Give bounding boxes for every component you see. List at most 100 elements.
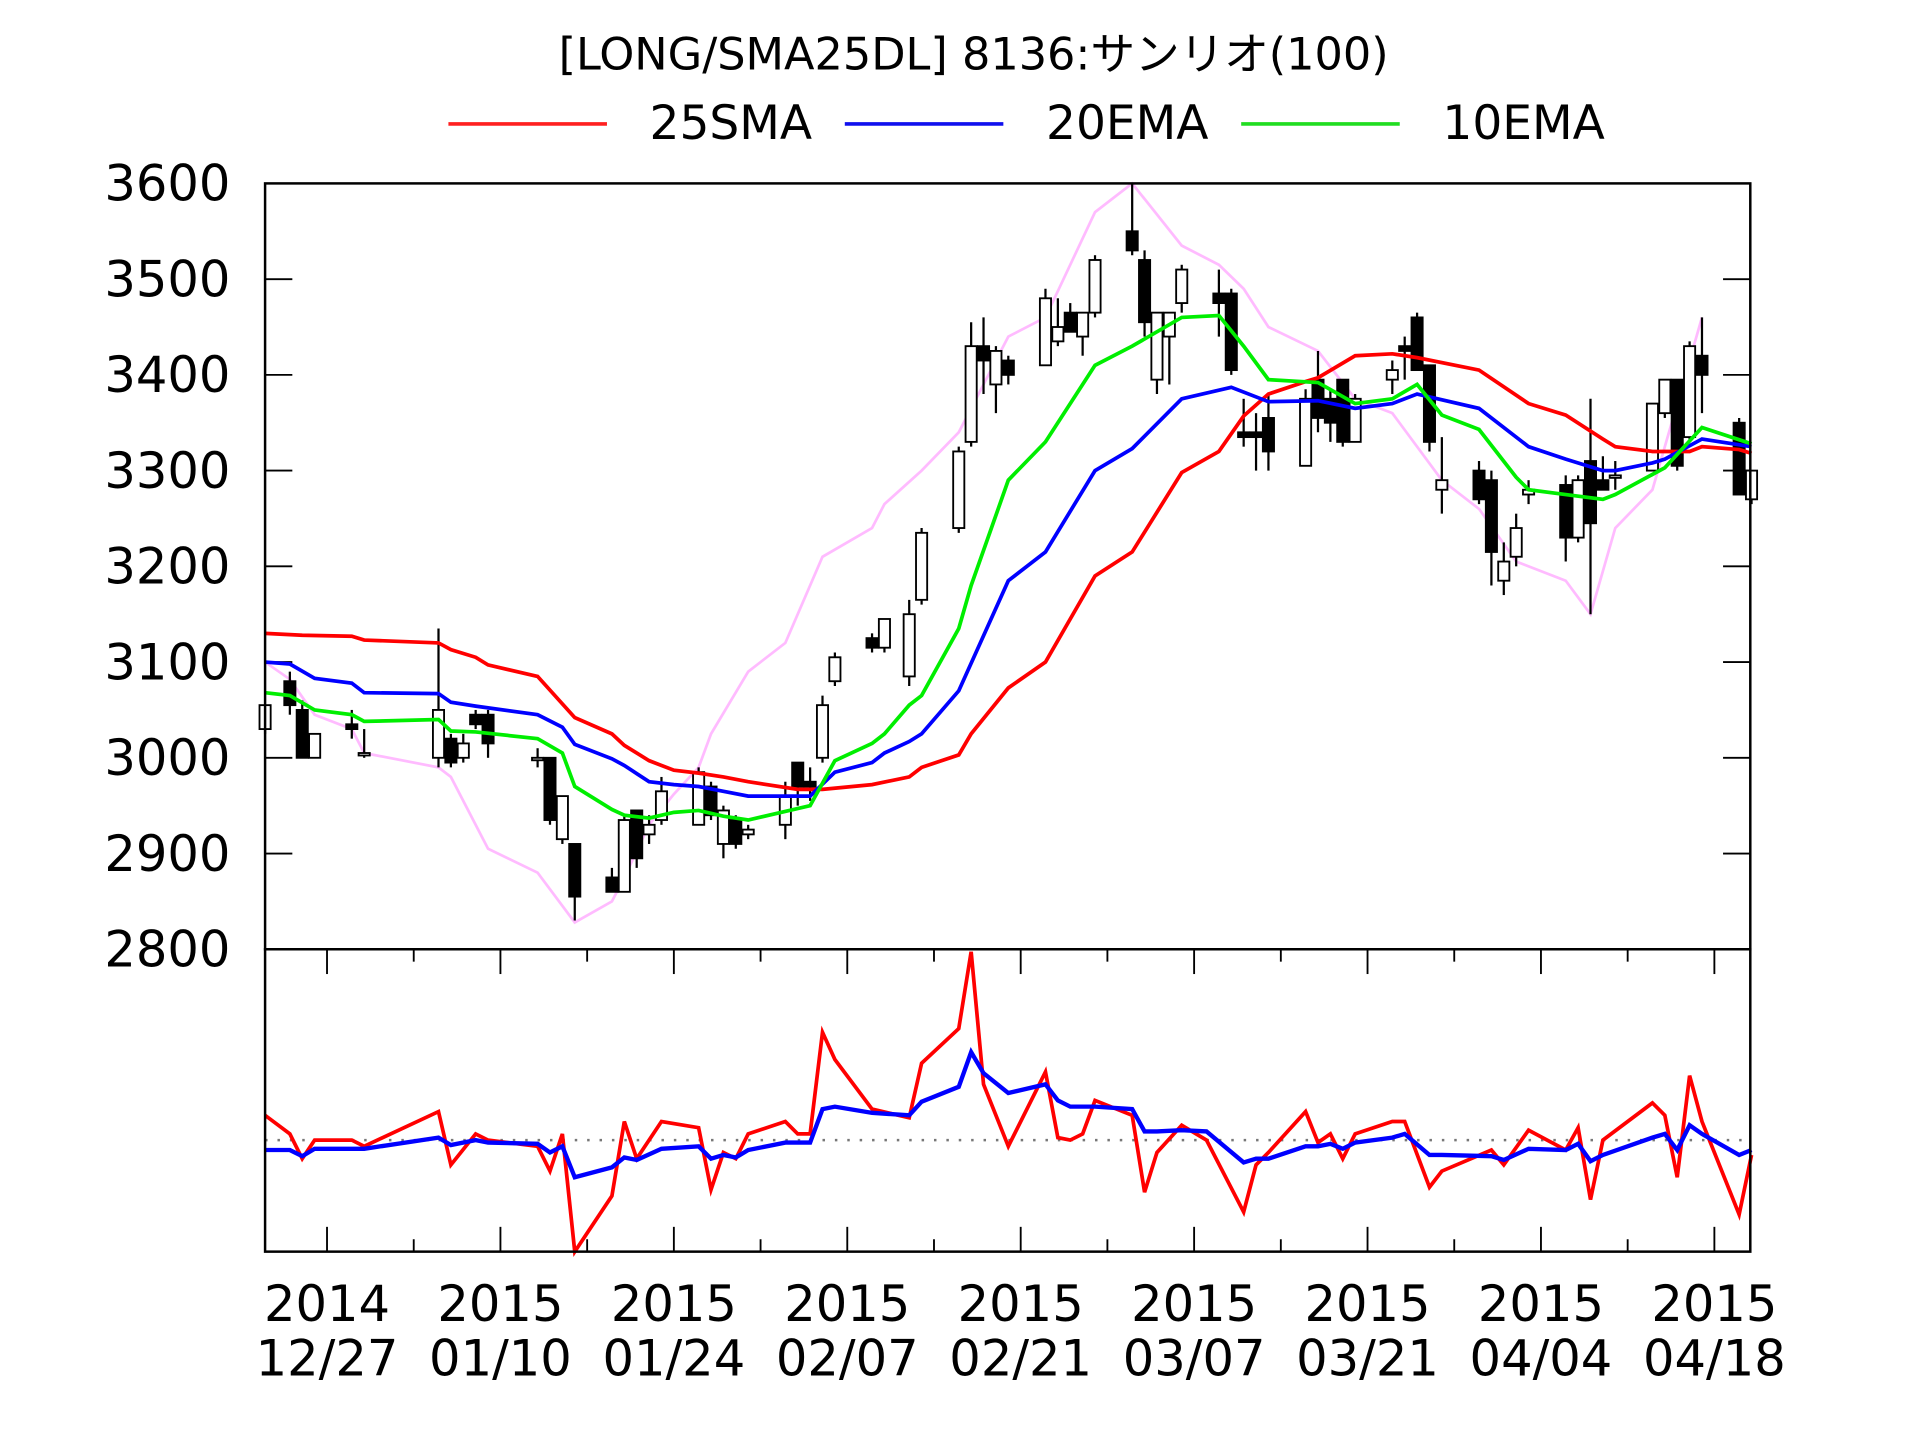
oscillator-blue-line [265,1047,1753,1180]
envelope-line [264,181,1704,925]
candle [1063,303,1077,333]
x-tick-year: 2015 [1478,1275,1604,1333]
y-tick-label: 3000 [104,729,230,787]
candle [1559,475,1573,562]
candle [1472,461,1486,505]
candle [469,709,483,730]
x-tick-year: 2015 [958,1275,1084,1333]
candle [1608,461,1622,490]
y-axis-labels: 2800 2900 3000 3100 3200 3300 3400 3500 3600 [104,155,230,979]
candle [444,733,458,768]
legend-10ema-label: 10EMA [1442,96,1604,151]
candle [295,700,309,759]
candle [1658,378,1672,418]
candle [1484,470,1498,586]
x-tick-year: 2015 [1131,1275,1257,1333]
x-tick-date: 04/04 [1470,1330,1613,1388]
candle [568,843,582,921]
candle [1001,355,1015,385]
candle [1038,288,1052,367]
sma25-line [264,351,1753,792]
candle [1323,389,1337,442]
candle [964,322,978,447]
candle [1175,264,1189,313]
candle [432,628,446,768]
candle [865,633,879,653]
x-tick-date: 12/27 [256,1330,399,1388]
y-tick-label: 3600 [104,155,230,213]
x-tick-date: 02/07 [776,1330,919,1388]
candle [1695,317,1709,414]
candle [1261,394,1275,471]
candle [1732,417,1746,496]
candle [1249,413,1263,471]
candle [605,867,619,893]
candle [1509,513,1523,567]
candle [741,824,755,840]
ema20-line [264,385,1752,798]
candle [617,815,631,893]
chart-title: [LONG/SMA25DL] 8136:サンリオ(100) [559,28,1389,80]
legend-20ema-label: 20EMA [1046,96,1208,151]
candle [1125,183,1139,256]
candle [531,748,545,768]
candle [1138,250,1152,337]
candle [1385,360,1399,395]
candle [1596,456,1610,491]
x-tick-year: 2015 [1305,1275,1431,1333]
y-tick-label: 3200 [104,538,230,596]
candle [828,652,842,686]
x-axis-ticks [326,949,1716,1252]
y-tick-label: 3100 [104,633,230,691]
candle [1088,255,1102,318]
x-tick-year: 2015 [1651,1275,1777,1333]
x-tick-year: 2014 [264,1275,390,1333]
lower-plot-frame [263,948,1752,1253]
y-tick-label: 2800 [104,921,230,979]
x-axis-labels: 201412/27201501/10201501/24201502/072015… [256,1275,1786,1388]
candle [989,346,1003,414]
candle [816,695,830,763]
candle [1571,475,1585,543]
candles [258,183,1759,921]
candle [630,809,644,868]
y-tick-label: 3500 [104,250,230,308]
candle [1212,269,1226,337]
candle [1435,437,1449,514]
legend-25sma-label: 25SMA [650,96,813,151]
candle [1645,402,1659,472]
candle [1336,378,1350,447]
ema10-line [264,313,1753,822]
candle [952,446,966,533]
candle [729,815,743,849]
candle [1311,350,1325,433]
candle [1410,312,1424,372]
x-tick-date: 01/10 [429,1330,572,1388]
candle [1422,364,1436,452]
candle [877,618,891,653]
candle [1497,542,1511,596]
x-tick-date: 03/07 [1123,1330,1266,1388]
legend: 25SMA 20EMA 10EMA [448,96,1605,151]
candle [642,815,656,844]
candle [308,732,322,759]
candle [1683,341,1697,442]
candle [1150,311,1164,395]
candle [977,317,991,395]
upper-price-panel [258,181,1759,951]
y-tick-label: 2900 [104,825,230,883]
candle [357,729,371,758]
candle [1584,398,1598,615]
oscillator-red-line [263,951,1754,1257]
x-tick-date: 04/18 [1643,1330,1786,1388]
x-tick-year: 2015 [784,1275,910,1333]
candle [1076,311,1090,356]
y-tick-label: 3400 [104,346,230,404]
candle [692,767,706,826]
candle [791,761,805,806]
x-tick-date: 01/24 [602,1330,745,1388]
y-tick-label: 3300 [104,442,230,500]
x-tick-date: 02/21 [949,1330,1092,1388]
x-tick-year: 2015 [611,1275,737,1333]
x-tick-year: 2015 [437,1275,563,1333]
